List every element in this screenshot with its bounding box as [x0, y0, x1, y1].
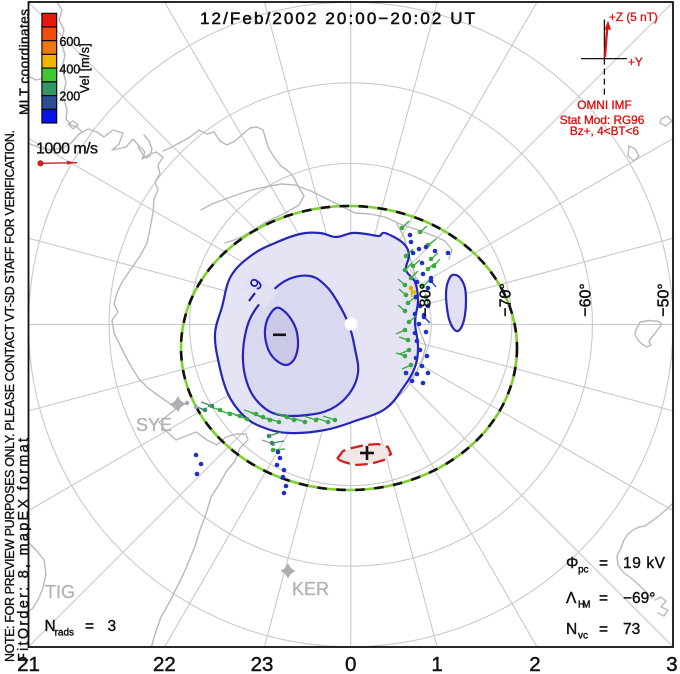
- svg-text:23: 23: [251, 653, 274, 674]
- svg-text:Vel [m/s]: Vel [m/s]: [78, 43, 92, 93]
- svg-text:400: 400: [59, 62, 80, 76]
- svg-text:−80°: −80°: [418, 283, 435, 317]
- svg-text:FitOrder: 8, mapEX format: FitOrder: 8, mapEX format: [16, 438, 32, 662]
- svg-text:3: 3: [666, 653, 677, 674]
- svg-text:+Y: +Y: [628, 55, 643, 69]
- svg-text:MLT coordinates: MLT coordinates: [17, 9, 32, 115]
- svg-text:200: 200: [59, 90, 80, 104]
- svg-text:Bz+, 4<BT<6: Bz+, 4<BT<6: [570, 124, 640, 138]
- svg-text:2: 2: [529, 653, 540, 674]
- svg-text:1: 1: [431, 653, 442, 674]
- svg-text:−50°: −50°: [656, 283, 673, 317]
- svg-text:21: 21: [17, 653, 40, 674]
- svg-text:12/Feb/2002 20:00−20:02 UT: 12/Feb/2002 20:00−20:02 UT: [200, 9, 475, 28]
- svg-text:0: 0: [345, 653, 356, 674]
- svg-text:−70°: −70°: [498, 283, 515, 317]
- svg-text:1000 m/s: 1000 m/s: [36, 141, 98, 158]
- svg-text:+Z (5 nT): +Z (5 nT): [609, 10, 658, 24]
- svg-text:OMNI IMF: OMNI IMF: [577, 98, 631, 112]
- svg-text:600: 600: [59, 35, 80, 49]
- svg-text:22: 22: [153, 653, 176, 674]
- svg-text:Stat Mod: RG96: Stat Mod: RG96: [560, 113, 645, 127]
- svg-text:−60°: −60°: [578, 283, 595, 317]
- svg-text:NOTE: FOR PREVIEW PURPOSES ONL: NOTE: FOR PREVIEW PURPOSES ONLY. PLEASE …: [3, 130, 17, 662]
- svg-text:SYE: SYE: [136, 415, 172, 435]
- svg-text:TIG: TIG: [45, 582, 75, 602]
- svg-text:KER: KER: [292, 579, 329, 599]
